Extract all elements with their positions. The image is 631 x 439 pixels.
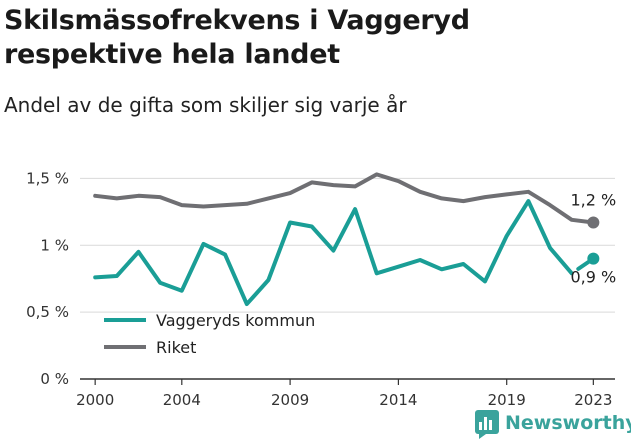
legend: Vaggeryds kommun Riket [104, 311, 315, 357]
end-point-kommun [587, 252, 600, 265]
brand-name: Newsworthy [505, 412, 631, 434]
x-tick-label: 2014 [379, 391, 417, 409]
gridlines [80, 177, 615, 313]
legend-label-riket: Riket [156, 338, 196, 357]
chart-subtitle: Andel av de gifta som skiljer sig varje … [4, 93, 407, 117]
y-tick-label: 0,5 % [26, 303, 69, 321]
x-tick-label: 2009 [271, 391, 309, 409]
data-series: 1,2 % 0,9 % [93, 172, 616, 307]
y-tick-label: 0 % [40, 370, 69, 388]
x-tick-label: 2023 [574, 391, 612, 409]
x-tick-label: 2019 [488, 391, 526, 409]
x-tick-label: 2004 [163, 391, 201, 409]
y-axis-tick-labels: 0 % 0,5 % 1 % 1,5 % [26, 169, 69, 388]
end-label-kommun: 0,9 % [570, 268, 616, 287]
legend-label-kommun: Vaggeryds kommun [156, 311, 315, 330]
series-line-riket [93, 172, 596, 225]
series-line-kommun [93, 199, 574, 307]
x-tick-label: 2000 [76, 391, 114, 409]
x-axis: 2000 2004 2009 2014 2019 2023 [76, 378, 615, 409]
end-point-riket [587, 216, 600, 229]
newsworthy-logo-icon [475, 410, 499, 439]
y-tick-label: 1 % [40, 236, 69, 254]
end-label-riket: 1,2 % [570, 191, 616, 210]
chart-title: Skilsmässofrekvens i Vaggeryd respektive… [4, 5, 470, 70]
y-tick-label: 1,5 % [26, 169, 69, 187]
newsworthy-brand: Newsworthy [475, 410, 631, 439]
